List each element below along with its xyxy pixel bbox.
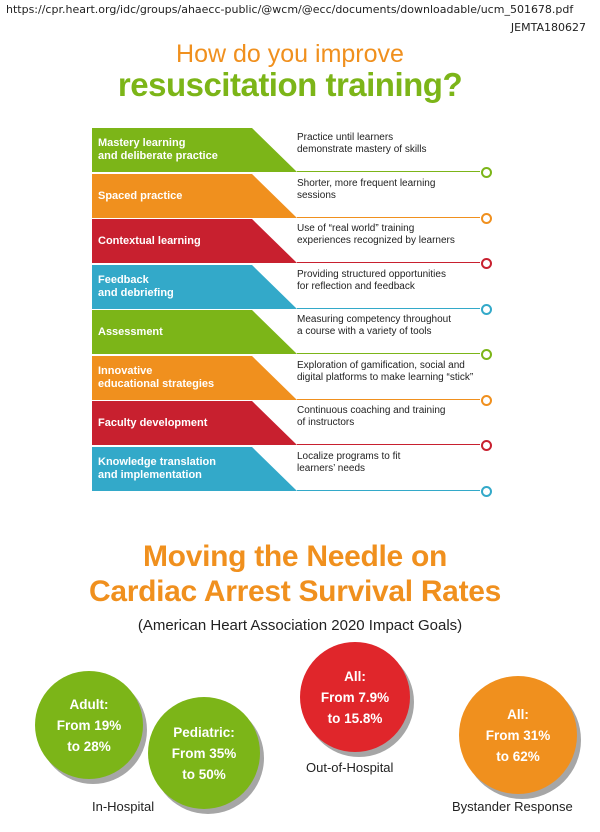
section-title-line-2: Cardiac Arrest Survival Rates (88, 575, 502, 608)
row-label: Innovative educational strategies (98, 365, 215, 390)
bystander-goal-circle: All: From 31% to 62% (459, 676, 577, 794)
section-subtitle: (American Heart Association 2020 Impact … (137, 617, 463, 634)
title-line-1: How do you improve (176, 40, 404, 68)
row-banner (92, 265, 480, 309)
title-line-2: resuscitation training? (117, 66, 463, 103)
document-id: JEMTA180627 (510, 21, 586, 34)
row-feedback-debriefing: Feedback and debriefing Providing structu… (92, 265, 492, 315)
row-label: Assessment (98, 325, 163, 338)
row-innovative-strategies: Innovative educational strategies Explora… (92, 356, 492, 406)
row-label: Spaced practice (98, 189, 183, 202)
row-description: Continuous coaching and training of instr… (297, 405, 446, 428)
row-banner (92, 356, 480, 400)
row-end-dot (481, 440, 492, 451)
row-description: Exploration of gamification, social and d… (297, 360, 474, 383)
in-hospital-label: In-Hospital (92, 799, 155, 814)
row-label: Knowledge translation and implementation (98, 456, 216, 481)
row-banner (92, 128, 480, 172)
out-of-hospital-label: Out-of-Hospital (306, 760, 394, 775)
row-label: Feedback and debriefing (98, 274, 174, 299)
row-spaced-practice: Spaced practice Shorter, more frequent l… (92, 174, 492, 224)
row-assessment: Assessment Measuring competency througho… (92, 310, 492, 360)
row-label: Mastery learning and deliberate practice (98, 137, 218, 162)
row-knowledge-translation: Knowledge translation and implementation … (92, 447, 492, 497)
section-title-line-1: Moving the Needle on (142, 540, 448, 573)
row-banner (92, 401, 480, 445)
row-banner (92, 447, 480, 491)
row-description: Measuring competency throughout a course … (297, 314, 451, 337)
bystander-response-label: Bystander Response (452, 799, 573, 814)
pediatric-goal-circle: Pediatric: From 35% to 50% (148, 697, 260, 809)
row-banner (92, 219, 480, 263)
row-end-dot (481, 486, 492, 497)
row-description: Use of “real world” training experiences … (297, 223, 455, 246)
row-end-dot (481, 349, 492, 360)
row-end-dot (481, 167, 492, 178)
out-of-hospital-goal-circle: All: From 7.9% to 15.8% (300, 642, 410, 752)
row-contextual-learning: Contextual learning Use of “real world” … (92, 219, 492, 269)
row-banner (92, 310, 480, 354)
row-end-dot (481, 213, 492, 224)
row-description: Practice until learners demonstrate maste… (297, 132, 427, 155)
row-label: Faculty development (98, 416, 208, 429)
row-description: Localize programs to fit learners’ needs (297, 451, 401, 474)
row-label: Contextual learning (98, 234, 201, 247)
source-url: https://cpr.heart.org/idc/groups/ahaecc-… (6, 3, 574, 16)
row-banner (92, 174, 480, 218)
row-end-dot (481, 258, 492, 269)
row-description: Providing structured opportunities for re… (297, 269, 446, 292)
row-mastery-learning: Mastery learning and deliberate practice … (92, 128, 492, 178)
row-end-dot (481, 304, 492, 315)
row-faculty-development: Faculty development Continuous coaching … (92, 401, 492, 451)
row-description: Shorter, more frequent learning sessions (297, 178, 436, 201)
adult-goal-circle: Adult: From 19% to 28% (35, 671, 143, 779)
row-end-dot (481, 395, 492, 406)
